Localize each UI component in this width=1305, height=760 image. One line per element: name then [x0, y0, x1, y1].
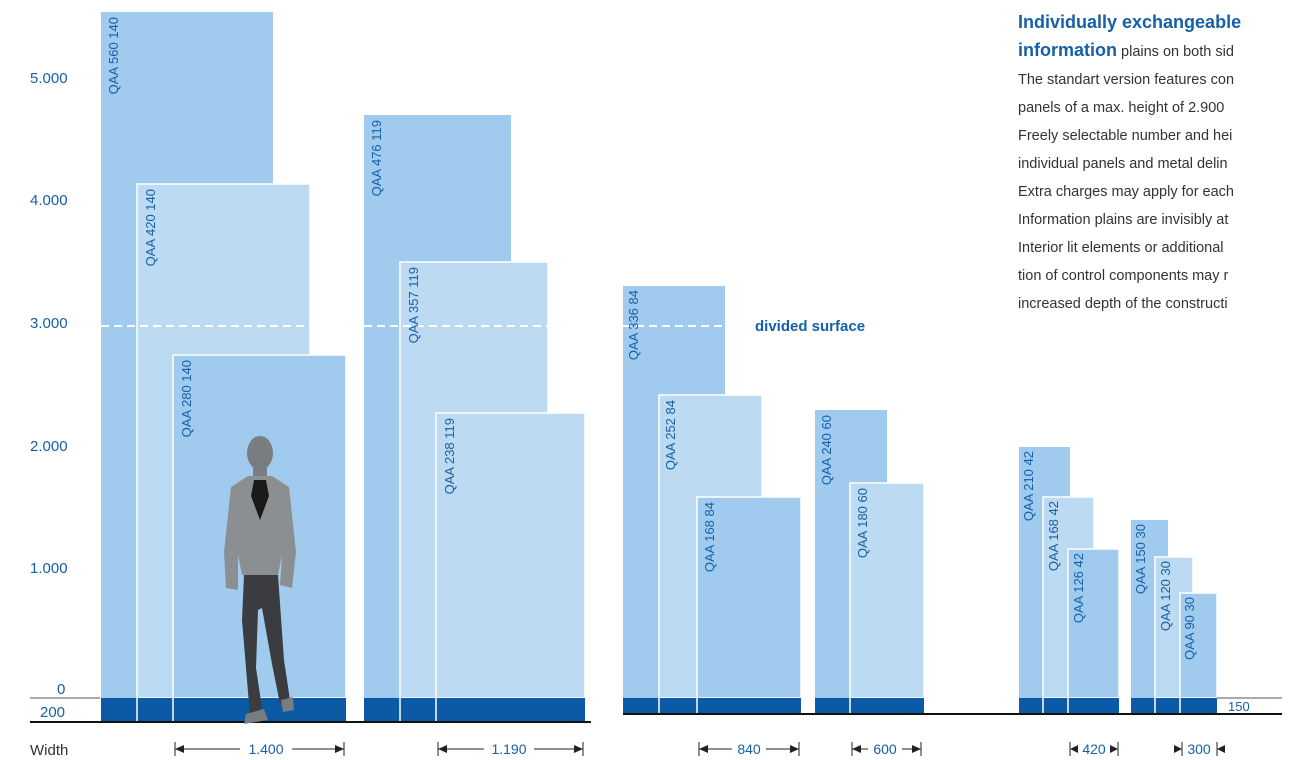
panel-label-qaa-560-140: QAA 560 140 [106, 17, 121, 94]
panel-label-qaa-120-30: QAA 120 30 [1158, 561, 1173, 631]
description-line: increased depth of the constructi [1018, 296, 1228, 312]
panel-label-qaa-357-119: QAA 357 119 [406, 267, 421, 343]
panel-qaa-238-119 [435, 412, 586, 699]
description-line: panels of a max. height of 2.900 [1018, 100, 1225, 116]
panel-label-qaa-180-60: QAA 180 60 [855, 488, 870, 558]
panel-label-qaa-240-60: QAA 240 60 [819, 415, 834, 485]
width-label-420: 420 [1082, 741, 1106, 757]
panel-label-qaa-238-119: QAA 238 119 [442, 418, 457, 494]
base-150-label: 150 [1228, 699, 1250, 714]
width-label-1400: 1.400 [248, 741, 283, 757]
panel-label-qaa-420-140: QAA 420 140 [143, 189, 158, 266]
base-bars [101, 698, 1217, 722]
panel-qaa-180-60 [849, 482, 925, 699]
width-label-1190: 1.190 [491, 741, 526, 757]
description-line: Interior lit elements or additional [1018, 240, 1224, 256]
divided-surface-label: divided surface [755, 318, 865, 335]
panel-qaa-168-84 [696, 496, 802, 699]
description-subheading-bold: information [1018, 40, 1117, 60]
width-label-840: 840 [737, 741, 761, 757]
description-line: tion of control components may r [1018, 268, 1229, 284]
y-tick-3000: 3.000 [30, 315, 68, 332]
y-tick-1000: 1.000 [30, 560, 68, 577]
description-line: The standart version features con [1018, 72, 1235, 88]
panel-label-qaa-476-119: QAA 476 119 [369, 120, 384, 196]
description-text: Individually exchangeable information pl… [1018, 8, 1305, 318]
description-subheading-rest: plains on both sid [1117, 44, 1234, 60]
dim-lines [174, 742, 1225, 756]
y-tick-2000: 2.000 [30, 438, 68, 455]
panel-qaa-126-42 [1067, 548, 1120, 699]
description-line: individual panels and metal delin [1018, 156, 1228, 172]
y-tick-0: 0 [57, 681, 65, 698]
panel-label-qaa-150-30: QAA 150 30 [1133, 524, 1148, 594]
description-line: Extra charges may apply for each [1018, 184, 1234, 200]
width-label-300: 300 [1187, 741, 1211, 757]
y-tick-5000: 5.000 [30, 70, 68, 87]
description-heading: Individually exchangeable [1018, 12, 1242, 32]
base-dividers [136, 698, 1181, 722]
width-label-600: 600 [873, 741, 897, 757]
panel-label-qaa-336-84: QAA 336 84 [626, 290, 641, 360]
base-height-label: 200 [40, 704, 65, 721]
panel-label-qaa-210-42: QAA 210 42 [1021, 451, 1036, 521]
y-tick-4000: 4.000 [30, 192, 68, 209]
description-subheading: information plains on both sid [1018, 36, 1305, 66]
panel-label-qaa-90-30: QAA 90 30 [1182, 597, 1197, 660]
panel-label-qaa-168-84: QAA 168 84 [702, 502, 717, 572]
width-title: Width [30, 742, 68, 759]
panel-label-qaa-168-42: QAA 168 42 [1046, 501, 1061, 571]
person-figure [224, 436, 296, 724]
panel-label-qaa-280-140: QAA 280 140 [179, 360, 194, 437]
description-line: Information plains are invisibly at [1018, 212, 1229, 228]
description-line: Freely selectable number and hei [1018, 128, 1233, 144]
panel-label-qaa-252-84: QAA 252 84 [663, 400, 678, 470]
panel-label-qaa-126-42: QAA 126 42 [1071, 553, 1086, 623]
